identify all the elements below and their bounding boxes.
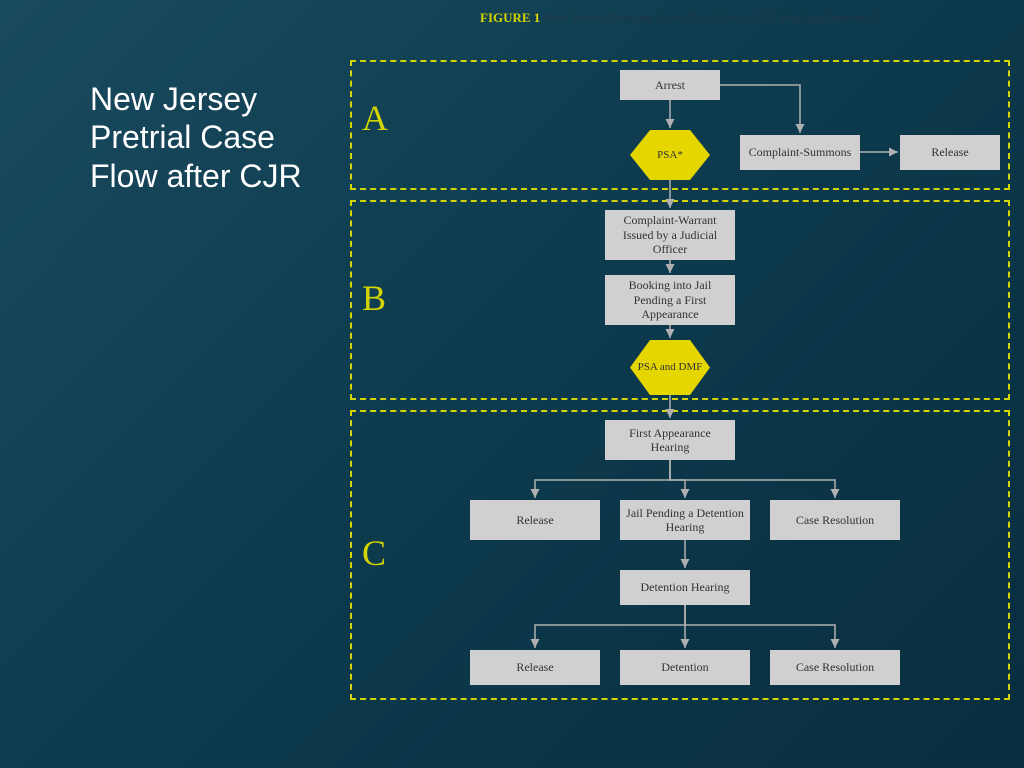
node-detention-hearing: Detention Hearing [620,570,750,605]
figure-header: FIGURE 1 New Jersey Pretrial Case Flow S… [480,10,1020,26]
node-release-1: Release [900,135,1000,170]
slide-title: New Jersey Pretrial Case Flow after CJR [90,80,310,195]
node-complaint-warrant: Complaint-Warrant Issued by a Judicial O… [605,210,735,260]
figure-label: FIGURE 1 [480,10,540,25]
section-c-label: C [362,532,386,574]
node-release-3: Release [470,650,600,685]
node-booking: Booking into Jail Pending a First Appear… [605,275,735,325]
node-detention: Detention [620,650,750,685]
node-arrest: Arrest [620,70,720,100]
node-case-res-2: Case Resolution [770,650,900,685]
figure-title: New Jersey Pretrial Case Flow Since CJR … [544,10,879,25]
node-case-res-1: Case Resolution [770,500,900,540]
node-jail-pending: Jail Pending a Detention Hearing [620,500,750,540]
node-release-2: Release [470,500,600,540]
section-b-label: B [362,277,386,319]
node-complaint-summons: Complaint-Summons [740,135,860,170]
node-first-appearance: First Appearance Hearing [605,420,735,460]
section-a-label: A [362,97,388,139]
